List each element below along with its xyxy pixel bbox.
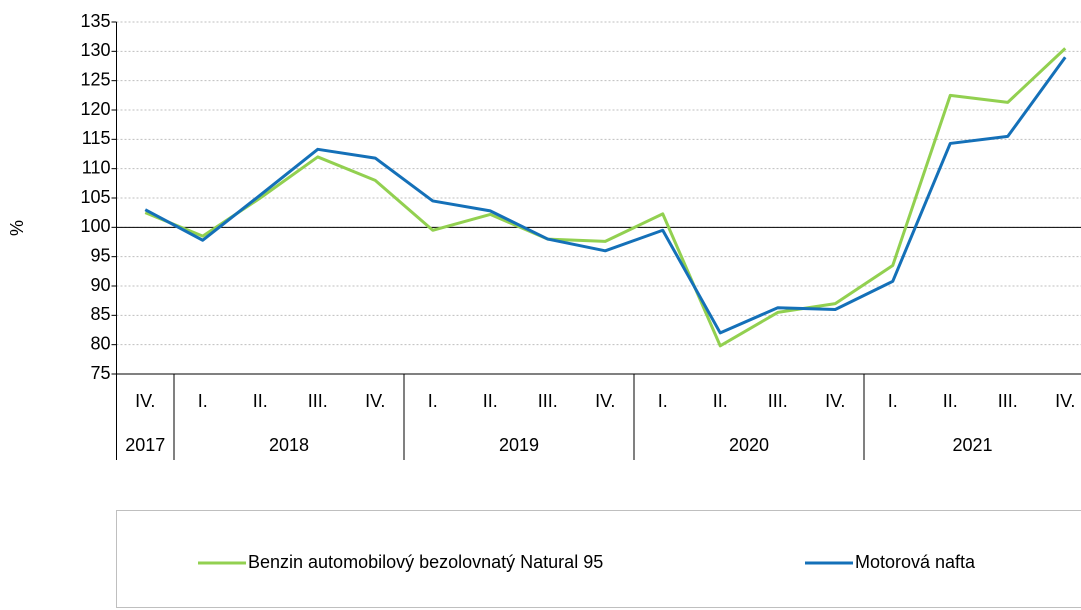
y-tick-label: 110: [82, 157, 111, 177]
series-line: [144, 47, 1067, 348]
group-label: 2017: [125, 435, 165, 455]
y-tick-label: 80: [90, 333, 110, 353]
x-tick-label: II.: [483, 391, 498, 411]
y-tick-label: 135: [80, 11, 110, 31]
y-tick-label: 100: [80, 216, 110, 236]
x-tick-label: I.: [888, 391, 898, 411]
y-tick-label: 125: [80, 69, 110, 89]
group-label: 2020: [729, 435, 769, 455]
y-tick-label: 130: [80, 40, 110, 60]
y-tick-label: 120: [80, 99, 110, 119]
x-tick-label: II.: [253, 391, 268, 411]
y-tick-label: 85: [90, 304, 110, 324]
legend-label: Motorová nafta: [855, 552, 976, 572]
group-label: 2018: [269, 435, 309, 455]
y-tick-label: 105: [80, 187, 110, 207]
x-tick-label: IV.: [1055, 391, 1075, 411]
x-tick-label: III.: [308, 391, 328, 411]
y-tick-label: 90: [90, 275, 110, 295]
x-tick-label: I.: [428, 391, 438, 411]
x-tick-label: II.: [943, 391, 958, 411]
y-tick-label: 115: [82, 128, 111, 148]
series-line: [144, 56, 1067, 335]
x-tick-label: III.: [768, 391, 788, 411]
y-axis-label: %: [7, 220, 27, 236]
y-tick-label: 95: [90, 245, 110, 265]
x-tick-label: III.: [998, 391, 1018, 411]
legend-box: [116, 510, 1081, 608]
group-label: 2019: [499, 435, 539, 455]
group-label: 2021: [952, 435, 992, 455]
x-tick-label: II.: [713, 391, 728, 411]
x-tick-label: III.: [538, 391, 558, 411]
x-tick-label: IV.: [825, 391, 845, 411]
x-tick-label: I.: [658, 391, 668, 411]
x-tick-label: IV.: [595, 391, 615, 411]
x-tick-label: IV.: [135, 391, 155, 411]
y-tick-label: 75: [90, 363, 110, 383]
x-tick-label: IV.: [365, 391, 385, 411]
x-tick-label: I.: [198, 391, 208, 411]
legend-label: Benzin automobilový bezolovnatý Natural …: [248, 552, 603, 572]
